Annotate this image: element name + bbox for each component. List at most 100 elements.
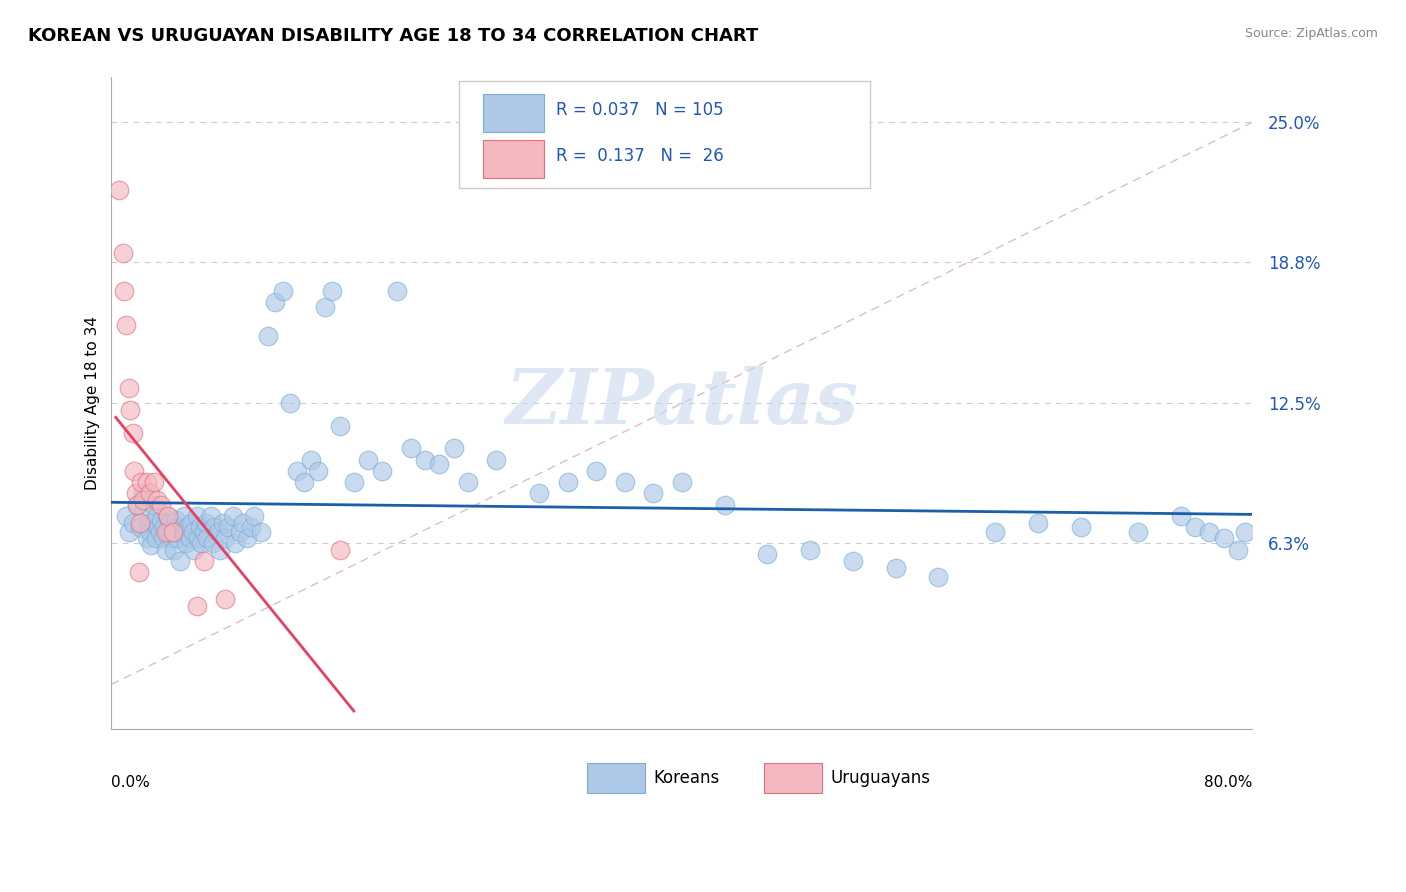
Text: 0.0%: 0.0%	[111, 775, 150, 790]
Point	[155, 542, 177, 557]
Point	[613, 475, 636, 489]
FancyBboxPatch shape	[763, 764, 823, 793]
Text: R = 0.037   N = 105: R = 0.037 N = 105	[557, 101, 724, 119]
Point	[229, 524, 252, 539]
Point	[173, 508, 195, 523]
FancyBboxPatch shape	[484, 140, 544, 178]
Point	[884, 560, 907, 574]
Point	[671, 475, 693, 489]
Point	[292, 475, 315, 489]
Text: KOREAN VS URUGUAYAN DISABILITY AGE 18 TO 34 CORRELATION CHART: KOREAN VS URUGUAYAN DISABILITY AGE 18 TO…	[28, 27, 758, 45]
Text: 80.0%: 80.0%	[1204, 775, 1253, 790]
Point	[143, 516, 166, 530]
Point	[443, 442, 465, 456]
Point	[118, 403, 141, 417]
Point	[111, 245, 134, 260]
Point	[357, 452, 380, 467]
Point	[194, 516, 217, 530]
Point	[112, 284, 135, 298]
Point	[134, 502, 156, 516]
Point	[264, 295, 287, 310]
Point	[1198, 524, 1220, 539]
Point	[585, 464, 607, 478]
Point	[278, 396, 301, 410]
Text: ZIPatlas: ZIPatlas	[505, 367, 858, 441]
Point	[187, 531, 209, 545]
Point	[842, 554, 865, 568]
Point	[214, 531, 236, 545]
Point	[214, 592, 236, 607]
Point	[165, 513, 187, 527]
Point	[195, 531, 218, 545]
Point	[121, 516, 143, 530]
Point	[150, 498, 173, 512]
Point	[413, 452, 436, 467]
Point	[232, 516, 254, 530]
Point	[183, 542, 205, 557]
Point	[125, 498, 148, 512]
Point	[485, 452, 508, 467]
Point	[399, 442, 422, 456]
Point	[193, 554, 215, 568]
Point	[176, 520, 198, 534]
Point	[121, 425, 143, 440]
Point	[146, 493, 169, 508]
Point	[984, 524, 1007, 539]
Point	[139, 524, 162, 539]
Point	[122, 464, 145, 478]
Point	[385, 284, 408, 298]
Point	[117, 381, 139, 395]
Point	[250, 524, 273, 539]
Point	[129, 516, 152, 530]
Point	[138, 516, 160, 530]
Point	[186, 599, 208, 613]
Point	[149, 524, 172, 539]
Point	[713, 498, 735, 512]
Point	[1184, 520, 1206, 534]
Point	[157, 524, 180, 539]
Text: R =  0.137   N =  26: R = 0.137 N = 26	[557, 146, 724, 165]
Point	[129, 520, 152, 534]
Point	[927, 569, 949, 583]
Point	[224, 536, 246, 550]
Point	[152, 531, 174, 545]
FancyBboxPatch shape	[588, 764, 645, 793]
Point	[180, 516, 202, 530]
Point	[156, 508, 179, 523]
Text: Source: ZipAtlas.com: Source: ZipAtlas.com	[1244, 27, 1378, 40]
Point	[643, 486, 665, 500]
FancyBboxPatch shape	[460, 80, 870, 188]
Text: Uruguayans: Uruguayans	[830, 769, 929, 788]
Point	[321, 284, 343, 298]
Point	[162, 524, 184, 539]
Point	[150, 513, 173, 527]
Y-axis label: Disability Age 18 to 34: Disability Age 18 to 34	[86, 317, 100, 491]
Point	[211, 516, 233, 530]
Point	[207, 524, 229, 539]
Point	[143, 498, 166, 512]
Point	[236, 531, 259, 545]
Point	[799, 542, 821, 557]
Point	[141, 538, 163, 552]
Point	[1233, 524, 1256, 539]
Point	[166, 531, 188, 545]
Point	[159, 516, 181, 530]
Point	[124, 486, 146, 500]
Point	[257, 329, 280, 343]
Point	[527, 486, 550, 500]
Point	[136, 531, 159, 545]
Point	[299, 452, 322, 467]
Point	[167, 520, 190, 534]
Point	[1026, 516, 1049, 530]
Point	[343, 475, 366, 489]
Point	[240, 520, 263, 534]
FancyBboxPatch shape	[484, 95, 544, 132]
Point	[190, 536, 212, 550]
Point	[162, 520, 184, 534]
Point	[193, 524, 215, 539]
Point	[1070, 520, 1092, 534]
Point	[146, 508, 169, 523]
Point	[181, 524, 204, 539]
Point	[128, 565, 150, 579]
Point	[132, 486, 155, 500]
